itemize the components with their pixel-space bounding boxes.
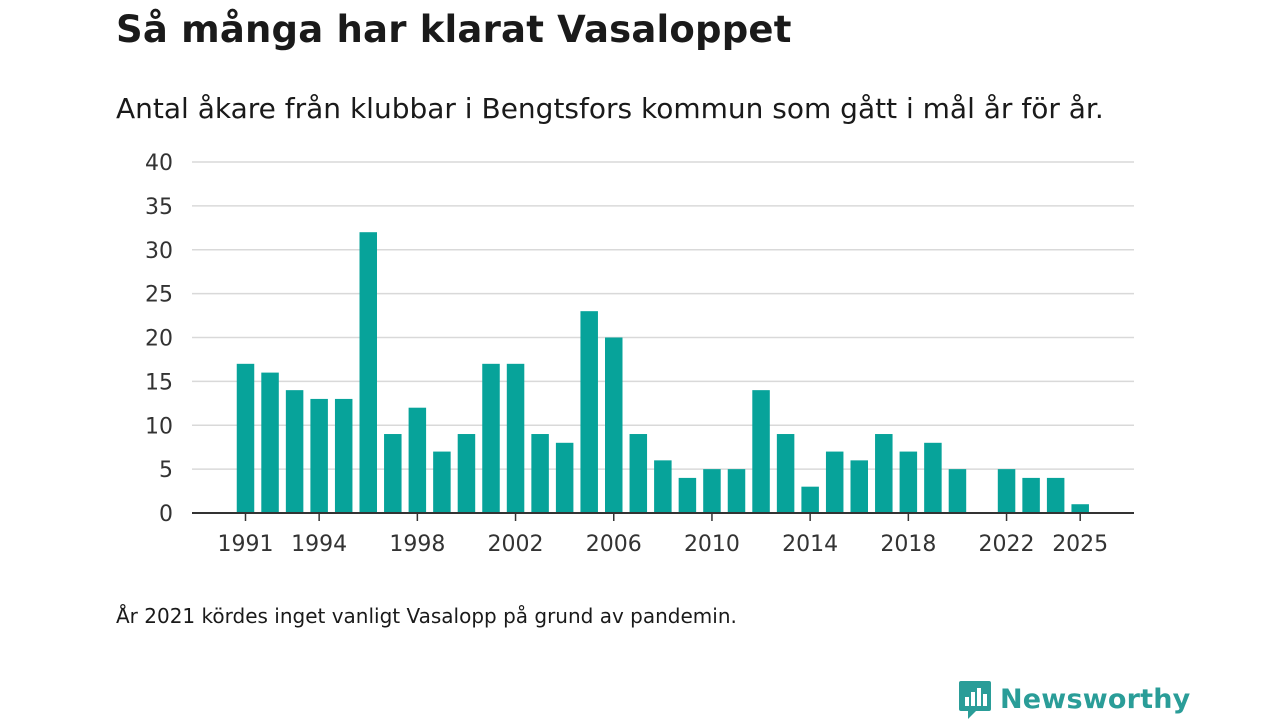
- chart-footnote: År 2021 kördes inget vanligt Vasalopp på…: [116, 604, 737, 628]
- bar: [261, 372, 279, 513]
- x-tick-label: 1991: [218, 532, 274, 557]
- bar: [408, 407, 427, 513]
- bar: [433, 451, 451, 513]
- x-tick-label: 2010: [684, 532, 740, 557]
- x-tick-label: 2018: [880, 532, 936, 557]
- x-tick-label: 2006: [586, 532, 642, 557]
- x-tick-label: 2014: [782, 532, 838, 557]
- bar: [605, 337, 623, 513]
- bar: [285, 390, 304, 513]
- y-tick-label: 20: [145, 327, 173, 352]
- bar: [924, 442, 942, 513]
- bar: [1022, 477, 1040, 513]
- bar: [654, 460, 672, 513]
- bar: [752, 390, 770, 513]
- bar: [384, 434, 402, 513]
- bar: [850, 460, 868, 513]
- bar: [1071, 504, 1089, 513]
- bar: [457, 434, 476, 513]
- y-tick-label: 0: [159, 502, 173, 527]
- bar: [555, 442, 574, 513]
- chart-title: Så många har klarat Vasaloppet: [116, 8, 792, 51]
- x-tick-label: 1998: [389, 532, 445, 557]
- y-tick-label: 25: [145, 283, 173, 308]
- bar: [776, 434, 795, 513]
- bar: [875, 434, 893, 513]
- bar: [703, 469, 721, 513]
- bar: [727, 469, 746, 513]
- brand-logo: Newsworthy: [958, 678, 1190, 720]
- bar: [482, 363, 500, 513]
- brand-name: Newsworthy: [1000, 683, 1191, 715]
- y-tick-label: 5: [159, 458, 173, 483]
- bar: [334, 398, 353, 513]
- bar: [236, 363, 255, 513]
- bar: [948, 469, 967, 513]
- bar: [997, 469, 1016, 513]
- bar: [801, 486, 819, 513]
- y-tick-label: 15: [145, 370, 173, 395]
- x-tick-label: 1994: [291, 532, 347, 557]
- bar: [359, 232, 377, 513]
- bar: [1046, 477, 1065, 513]
- bar: [629, 434, 648, 513]
- bar: [310, 398, 328, 513]
- chart-subtitle: Antal åkare från klubbar i Bengtsfors ko…: [116, 92, 1104, 125]
- bar: [580, 311, 598, 513]
- newsworthy-logo-icon: [959, 681, 991, 719]
- bar: [506, 363, 525, 513]
- y-tick-label: 10: [145, 414, 173, 439]
- bar: [678, 477, 697, 513]
- x-tick-label: 2025: [1052, 532, 1108, 557]
- bar: [825, 451, 844, 513]
- x-tick-label: 2002: [488, 532, 544, 557]
- y-tick-label: 40: [145, 151, 173, 176]
- bar: [531, 434, 549, 513]
- x-tick-label: 2022: [979, 532, 1035, 557]
- y-tick-label: 35: [145, 195, 173, 220]
- y-tick-label: 30: [145, 239, 173, 264]
- bar: [899, 451, 918, 513]
